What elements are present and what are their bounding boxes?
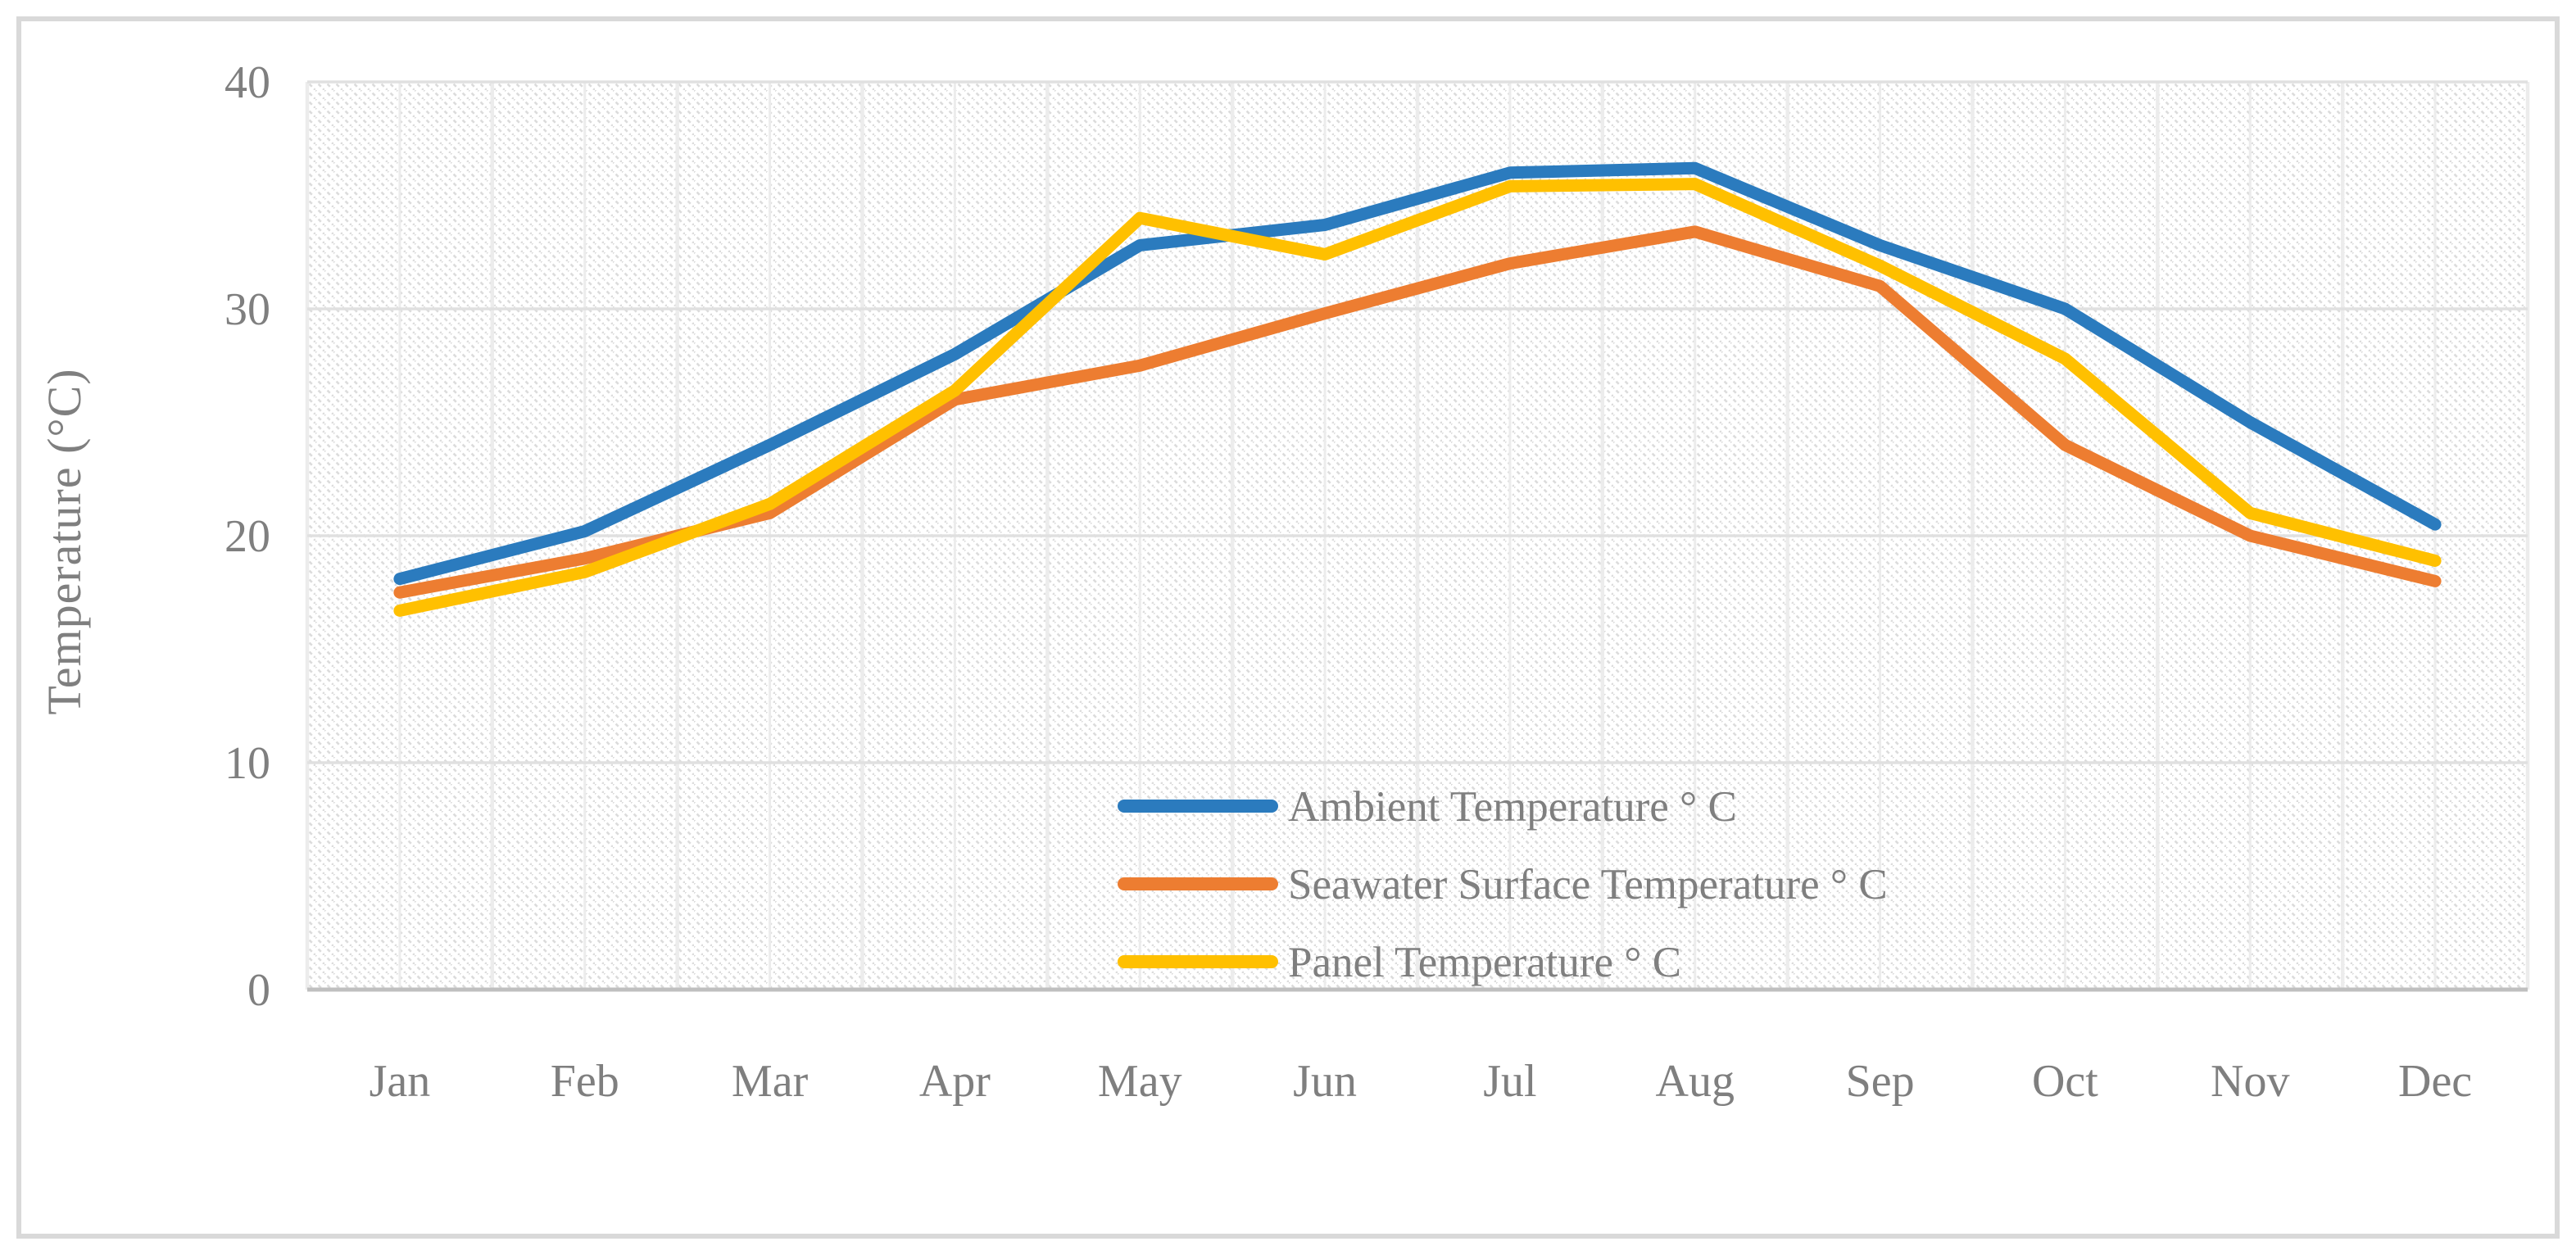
series-line-2 [393, 178, 2442, 617]
x-tick-label: Apr [919, 1056, 991, 1107]
x-tick-label: May [1098, 1056, 1182, 1107]
y-tick-label: 30 [224, 284, 270, 335]
y-tick-label: 40 [224, 57, 270, 108]
legend-item-0: Ambient Temperature ° C [1118, 783, 1737, 831]
x-tick-label: Mar [732, 1056, 809, 1107]
x-tick-label: Dec [2398, 1056, 2472, 1107]
x-tick-label: Jul [1483, 1056, 1536, 1107]
legend-label: Panel Temperature ° C [1288, 939, 1681, 986]
x-tick-label: Jan [370, 1056, 431, 1107]
x-tick-label: Oct [2032, 1056, 2098, 1107]
x-tick-label: Nov [2211, 1056, 2289, 1107]
legend-label: Seawater Surface Temperature ° C [1288, 861, 1888, 908]
y-tick-label: 20 [224, 511, 270, 562]
y-tick-label: 10 [224, 738, 270, 789]
y-tick-label: 0 [247, 965, 270, 1016]
legend-label: Ambient Temperature ° C [1288, 783, 1737, 831]
x-tick-label: Sep [1846, 1056, 1915, 1107]
series-line-0 [393, 161, 2442, 586]
x-tick-label: Feb [551, 1056, 619, 1107]
x-tick-label: Jun [1293, 1056, 1357, 1107]
x-tick-label: Aug [1656, 1056, 1735, 1107]
legend-item-1: Seawater Surface Temperature ° C [1118, 861, 1888, 908]
legend-item-2: Panel Temperature ° C [1118, 939, 1681, 986]
y-axis-title: Temperature (°C) [38, 368, 91, 715]
